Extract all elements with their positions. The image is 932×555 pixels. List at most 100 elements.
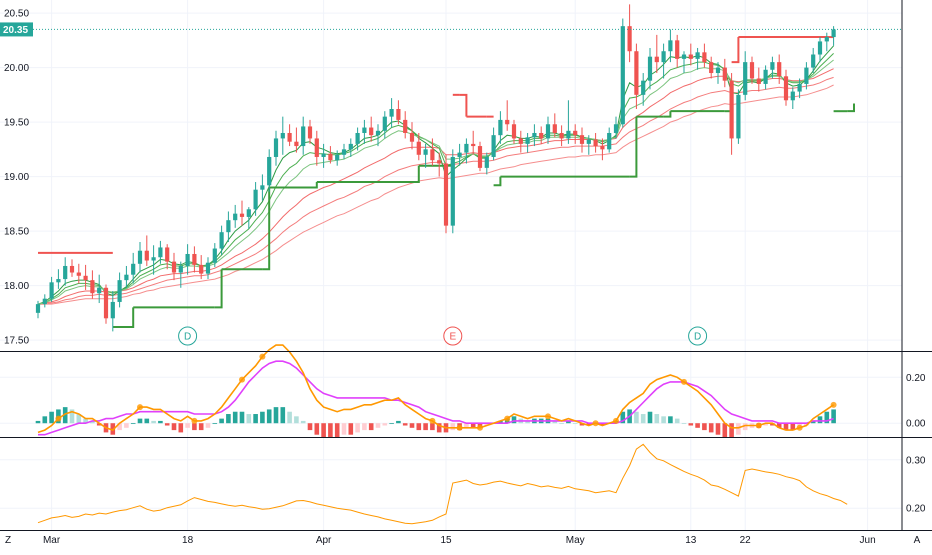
- corner-button-left[interactable]: Z: [5, 535, 11, 546]
- candle: [362, 119, 367, 144]
- candle: [777, 54, 782, 84]
- candle-body: [158, 247, 163, 258]
- candle: [620, 18, 625, 128]
- candle: [321, 143, 326, 168]
- cross-marker: [191, 417, 198, 424]
- trailing-stop-segment: [629, 116, 638, 178]
- candle: [423, 143, 428, 168]
- candle-body: [545, 124, 551, 139]
- candle-body: [613, 124, 619, 133]
- candle: [804, 62, 809, 90]
- candle: [192, 246, 197, 273]
- macd-histogram-bar: [464, 423, 469, 428]
- candle: [267, 149, 272, 192]
- candle: [389, 98, 394, 128]
- macd-histogram-bar: [620, 411, 626, 424]
- macd-pane[interactable]: [35, 344, 837, 437]
- candle: [178, 261, 183, 288]
- candle: [450, 149, 455, 234]
- candle-body: [124, 274, 129, 281]
- candle: [49, 276, 54, 302]
- candle-body: [110, 301, 115, 319]
- candle-body: [375, 130, 381, 136]
- candle-body: [273, 138, 279, 157]
- candle: [464, 138, 469, 164]
- candle-body: [709, 62, 714, 74]
- trailing-stop-segment: [214, 269, 223, 309]
- event-badge-circle: [178, 326, 198, 346]
- macd-histogram-bar: [212, 423, 218, 425]
- axes: 17.50 18.00 18.50 19.00 19.50 20.00 20.50 20.35…: [0, 9, 926, 546]
- candle-body: [83, 275, 88, 281]
- event-badge-d[interactable]: D: [178, 326, 198, 346]
- candle: [756, 67, 761, 92]
- macd-histogram-bar: [831, 409, 836, 424]
- candle: [369, 116, 374, 142]
- candle-body: [484, 156, 489, 168]
- macd-histogram-bar: [661, 416, 666, 424]
- time-axis-tick-label: Jun: [860, 535, 876, 546]
- candle-body: [729, 80, 734, 139]
- candle: [246, 207, 251, 229]
- macd-histogram-bar: [219, 418, 224, 424]
- event-badge-e[interactable]: E: [443, 326, 463, 346]
- macd-histogram-bar: [280, 407, 286, 424]
- candle: [76, 263, 81, 284]
- candle-body: [90, 280, 95, 294]
- price-axis-tick-label: 18.00: [4, 281, 29, 292]
- candle-body: [763, 69, 768, 84]
- cross-marker: [681, 378, 687, 385]
- macd-histogram-bar: [130, 423, 136, 425]
- candle-body: [681, 54, 687, 59]
- candle: [158, 240, 163, 264]
- candle-body: [56, 279, 61, 283]
- macd-histogram-bar: [790, 423, 796, 431]
- candle: [273, 130, 279, 166]
- macd-histogram-bar: [715, 423, 721, 435]
- candle-body: [804, 67, 809, 84]
- macd-histogram-bar: [681, 423, 687, 425]
- candle-body: [369, 127, 374, 136]
- candle-body: [205, 262, 211, 274]
- macd-histogram-bar: [76, 414, 82, 424]
- macd-histogram-bar: [423, 423, 428, 431]
- candle-body: [559, 132, 564, 139]
- macd-histogram-bar: [192, 423, 197, 431]
- macd-histogram-bar: [35, 420, 41, 424]
- event-badge-d[interactable]: D: [688, 326, 708, 346]
- macd-histogram-bar: [158, 420, 163, 424]
- macd-histogram-bar: [178, 423, 184, 433]
- macd-histogram-bar: [355, 423, 360, 433]
- candle: [382, 111, 387, 139]
- candle: [518, 130, 523, 153]
- candle-body: [634, 51, 639, 95]
- candle-body: [423, 149, 428, 155]
- candle: [144, 235, 149, 266]
- candle-body: [226, 220, 231, 233]
- macd-histogram-bar: [695, 423, 700, 428]
- candle-body: [566, 130, 571, 139]
- volatility-pane[interactable]: [37, 443, 848, 525]
- corner-button-right[interactable]: A: [914, 535, 921, 546]
- candle-body: [668, 40, 673, 52]
- macd-histogram-bar: [600, 423, 605, 426]
- candle: [137, 241, 143, 273]
- macd-histogram-bar: [96, 423, 102, 426]
- candle: [607, 127, 612, 153]
- candle-body: [654, 56, 659, 63]
- candle: [634, 43, 639, 110]
- candle: [790, 87, 795, 110]
- cross-marker: [456, 424, 463, 431]
- candle: [695, 47, 700, 70]
- macd-histogram-bar: [368, 423, 374, 431]
- candle-body: [355, 132, 360, 144]
- price-axis-tick-label: 17.50: [4, 336, 29, 347]
- macd-histogram-bar: [144, 418, 150, 424]
- macd-histogram-bar: [382, 423, 388, 426]
- cross-marker: [477, 424, 483, 431]
- macd-axis-tick-label: 0.00: [906, 419, 926, 430]
- candle: [593, 132, 598, 153]
